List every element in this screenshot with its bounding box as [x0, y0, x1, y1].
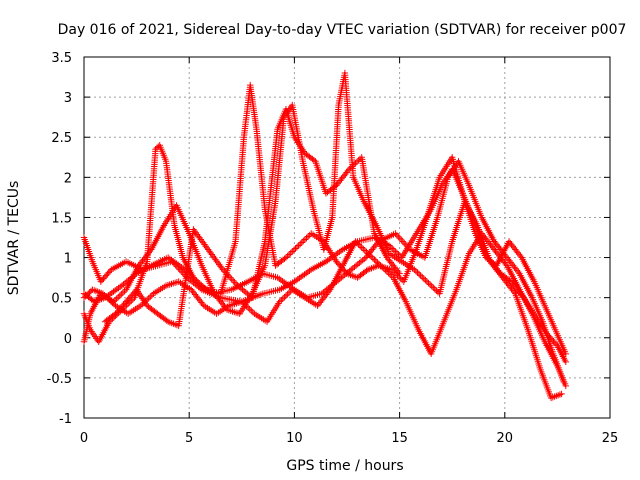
y-tick-label: 3.5 — [51, 51, 72, 66]
data-point — [295, 242, 302, 249]
series-6 — [101, 105, 403, 329]
y-tick-label: 1 — [64, 252, 72, 267]
data-point — [423, 278, 431, 285]
x-tick-label: 5 — [185, 431, 193, 446]
y-tick-label: 0 — [64, 332, 72, 347]
axis-ticks: 0 5 10 15 20 25 -1 -0.5 0 0.5 1 1.5 2 2.5 3 3.5 — [47, 51, 619, 446]
chart-title: Day 016 of 2021, Sidereal Day-to-day VTE… — [58, 22, 627, 38]
data-point — [377, 262, 384, 269]
data-point — [80, 294, 88, 301]
x-tick-label: 0 — [80, 431, 88, 446]
series-4 — [80, 230, 570, 390]
x-axis-label: GPS time / hours — [286, 458, 403, 474]
y-tick-label: 1.5 — [51, 211, 72, 226]
data-point — [348, 266, 355, 273]
data-point — [234, 282, 241, 289]
y-tick-label: -0.5 — [47, 372, 72, 387]
x-tick-label: 15 — [391, 431, 408, 446]
y-tick-label: 2 — [64, 171, 72, 186]
x-tick-label: 25 — [602, 431, 619, 446]
y-tick-label: 0.5 — [51, 292, 72, 307]
y-tick-label: 2.5 — [51, 131, 72, 146]
x-tick-label: 20 — [497, 431, 514, 446]
data-points — [80, 69, 570, 402]
y-tick-label: 3 — [64, 91, 72, 106]
x-tick-label: 10 — [286, 431, 303, 446]
y-tick-label: -1 — [59, 412, 72, 427]
series-trace-markers — [103, 108, 402, 329]
y-axis-label: SDTVAR / TECUs — [6, 181, 22, 296]
data-point — [364, 250, 372, 257]
